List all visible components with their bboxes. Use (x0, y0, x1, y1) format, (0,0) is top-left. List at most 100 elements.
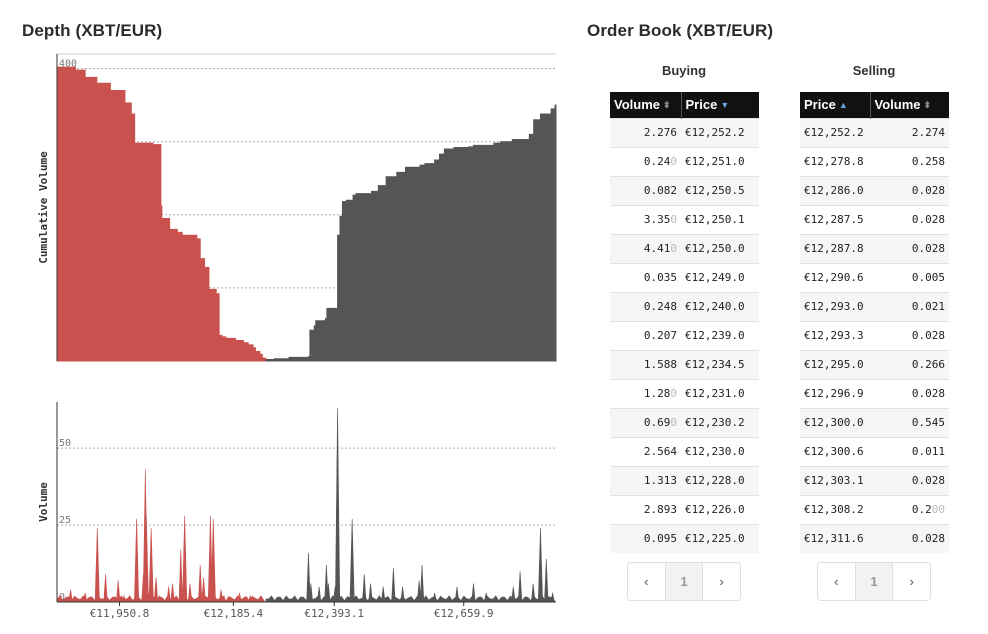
sell-row[interactable]: €12,293.0 0.021 (800, 291, 949, 321)
buying-table: Volume ⬍ Price ▼ 2.276 €12,252.2 0.240 €12,25… (610, 92, 759, 553)
sell-row[interactable]: €12,296.9 0.028 (800, 378, 949, 408)
ask-volume-spike (454, 586, 460, 603)
sell-price-cell: €12,286.0 (800, 175, 870, 205)
buy-volume-header[interactable]: Volume ⬍ (610, 92, 682, 118)
sell-price-header[interactable]: Price ▲ (800, 92, 871, 118)
sell-row[interactable]: €12,290.6 0.005 (800, 262, 949, 292)
sell-volume-cell-text: 0.258 (911, 155, 945, 168)
ask-volume-spike (471, 583, 476, 603)
sell-volume-cell: 2.274 (870, 117, 949, 147)
depth-chart-title: Depth (XBT/EUR) (22, 21, 163, 40)
sell-volume-cell-text: 0.005 (911, 271, 945, 284)
sell-price-cell: €12,303.1 (800, 465, 870, 495)
ask-volume-spike (544, 558, 549, 603)
sell-row[interactable]: €12,300.6 0.011 (800, 436, 949, 466)
buy-volume-cell-text: 0.095 (643, 532, 677, 546)
buy-price-header[interactable]: Price ▼ (681, 92, 759, 118)
buy-row[interactable]: 2.893 €12,226.0 (610, 494, 759, 524)
sell-row[interactable]: €12,295.0 0.266 (800, 349, 949, 379)
buy-prev-page-button[interactable]: ‹ (628, 563, 666, 600)
sort-both-icon: ⬍ (663, 100, 671, 111)
buy-row[interactable]: 1.313 €12,228.0 (610, 465, 759, 495)
buy-price-cell: €12,240.0 (681, 291, 759, 321)
sell-volume-cell: 0.258 (870, 146, 949, 176)
sell-price-cell-text: €12,293.3 (804, 329, 864, 342)
sell-prev-page-button[interactable]: ‹ (818, 563, 856, 600)
sell-row[interactable]: €12,278.8 0.258 (800, 146, 949, 176)
volume-chart: 0 25 50 €11,950.8 €12,185.4 €12,393.1 €12,659.… (37, 402, 556, 620)
buy-row[interactable]: 0.690 €12,230.2 (610, 407, 759, 437)
sell-price-cell: €12,290.6 (800, 262, 870, 292)
y-tick-label: 25 (59, 515, 71, 526)
sell-volume-cell-text: 0.028 (911, 213, 945, 226)
y-axis-label: Volume (37, 482, 50, 522)
sell-price-cell-text: €12,287.5 (804, 213, 864, 226)
buy-price-cell-text: €12,225.0 (685, 532, 745, 546)
buy-row[interactable]: 2.276 €12,252.2 (610, 117, 759, 147)
sell-volume-cell: 0.545 (870, 407, 949, 437)
sell-price-cell: €12,287.5 (800, 204, 870, 234)
buy-volume-cell: 1.313 (610, 465, 681, 495)
buy-next-page-button[interactable]: › (703, 563, 740, 600)
buy-row[interactable]: 0.240 €12,251.0 (610, 146, 759, 176)
buy-row[interactable]: 0.095 €12,225.0 (610, 523, 759, 553)
sell-row[interactable]: €12,287.8 0.028 (800, 233, 949, 263)
sort-desc-icon: ▼ (720, 100, 730, 111)
buy-price-cell-text: €12,230.0 (685, 445, 745, 458)
buy-volume-cell: 2.564 (610, 436, 681, 466)
sell-row[interactable]: €12,293.3 0.028 (800, 320, 949, 350)
sell-row[interactable]: €12,311.6 0.028 (800, 523, 949, 553)
buy-price-cell-text: €12,240.0 (685, 300, 745, 313)
buy-volume-cell-text: 2.893 (643, 503, 677, 516)
x-tick-label: €12,659.9 (434, 607, 494, 620)
sell-price-cell: €12,311.6 (800, 523, 870, 553)
sell-row[interactable]: €12,303.1 0.028 (800, 465, 949, 495)
sell-price-cell: €12,252.2 (800, 117, 870, 147)
sell-row[interactable]: €12,252.2 2.274 (800, 117, 949, 147)
y-tick-label: 400 (59, 59, 77, 70)
sell-row[interactable]: €12,287.5 0.028 (800, 204, 949, 234)
sell-row[interactable]: €12,308.2 0.200 (800, 494, 949, 524)
buy-price-cell-text: €12,231.0 (685, 387, 745, 400)
buy-price-cell-text: €12,250.0 (685, 242, 745, 255)
bid-volume-spike (153, 577, 159, 603)
sell-volume-cell: 0.028 (870, 204, 949, 234)
buy-row[interactable]: 3.350 €12,250.1 (610, 204, 759, 234)
bid-volume-spike (201, 577, 206, 603)
sell-volume-cell-text: 0.2 (911, 503, 932, 516)
trailing-zero: 0 (670, 213, 677, 226)
trailing-zero: 0 (670, 387, 677, 400)
bid-volume-baseline (57, 595, 266, 602)
buy-row[interactable]: 0.082 €12,250.5 (610, 175, 759, 205)
sort-both-icon: ⬍ (923, 100, 932, 111)
bid-volume-spike (148, 528, 154, 603)
buy-price-cell: €12,225.0 (681, 523, 759, 553)
sell-row[interactable]: €12,286.0 0.028 (800, 175, 949, 205)
buy-row[interactable]: 1.280 €12,231.0 (610, 378, 759, 408)
buy-price-cell-text: €12,239.0 (685, 329, 745, 342)
buy-volume-cell: 0.690 (610, 407, 681, 437)
bid-volume-spike (116, 580, 121, 603)
sell-volume-cell-text: 0.028 (911, 242, 945, 255)
x-tick-label: €12,185.4 (204, 607, 264, 620)
sell-current-page[interactable]: 1 (855, 563, 894, 600)
sell-volume-header[interactable]: Volume ⬍ (870, 92, 949, 118)
bid-volume-spike (198, 565, 203, 603)
buy-row[interactable]: 0.035 €12,249.0 (610, 262, 759, 292)
sell-row[interactable]: €12,300.0 0.545 (800, 407, 949, 437)
sell-volume-cell-text: 0.028 (911, 532, 945, 546)
bid-volume-spike (68, 589, 73, 603)
buy-row[interactable]: 4.410 €12,250.0 (610, 233, 759, 263)
sell-volume-cell: 0.005 (870, 262, 949, 292)
buy-current-page[interactable]: 1 (665, 563, 704, 600)
buy-price-cell-text: €12,249.0 (685, 271, 745, 284)
buy-volume-cell: 2.276 (610, 117, 681, 147)
sell-next-page-button[interactable]: › (893, 563, 930, 600)
buy-price-cell: €12,250.1 (681, 204, 759, 234)
sell-price-cell: €12,300.6 (800, 436, 870, 466)
sell-price-cell-text: €12,300.6 (804, 445, 864, 458)
buy-row[interactable]: 2.564 €12,230.0 (610, 436, 759, 466)
buy-row[interactable]: 1.588 €12,234.5 (610, 349, 759, 379)
buy-row[interactable]: 0.207 €12,239.0 (610, 320, 759, 350)
buy-row[interactable]: 0.248 €12,240.0 (610, 291, 759, 321)
